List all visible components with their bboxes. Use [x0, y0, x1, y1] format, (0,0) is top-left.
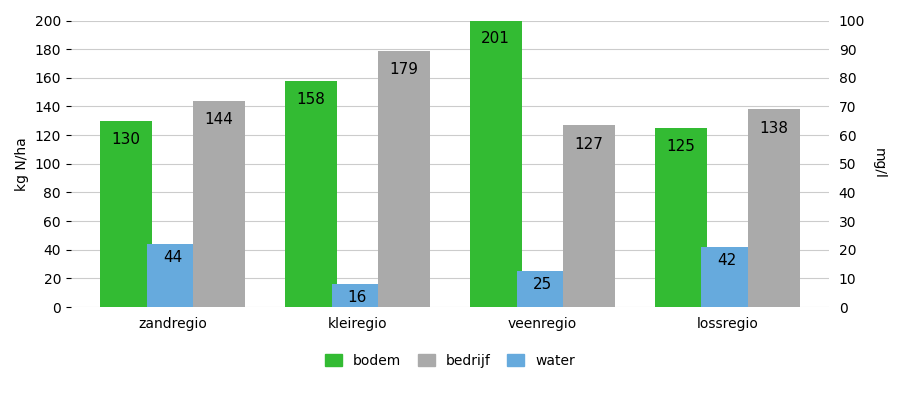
Text: 144: 144 [205, 112, 233, 127]
Y-axis label: kg N/ha: kg N/ha [15, 137, 29, 191]
Bar [470, 19, 522, 307]
Bar [563, 125, 614, 307]
Bar [147, 244, 198, 307]
Text: 138: 138 [760, 121, 788, 136]
Bar [655, 128, 706, 307]
Bar [702, 247, 753, 307]
Text: 201: 201 [481, 31, 510, 45]
Bar [378, 51, 430, 307]
Text: 44: 44 [163, 250, 182, 265]
Text: 179: 179 [389, 62, 419, 77]
Text: 42: 42 [718, 253, 737, 268]
Bar [516, 271, 569, 307]
Text: 127: 127 [575, 137, 604, 152]
Bar [193, 101, 245, 307]
Bar [748, 109, 800, 307]
Text: 125: 125 [667, 140, 696, 154]
Y-axis label: mg/l: mg/l [872, 148, 886, 179]
Bar [285, 81, 337, 307]
Text: 16: 16 [348, 290, 367, 305]
Bar [332, 284, 383, 307]
Legend: bodem, bedrijf, water: bodem, bedrijf, water [320, 349, 580, 374]
Bar [100, 121, 151, 307]
Text: 158: 158 [296, 92, 325, 107]
Text: 130: 130 [112, 132, 141, 147]
Text: 25: 25 [532, 277, 552, 292]
